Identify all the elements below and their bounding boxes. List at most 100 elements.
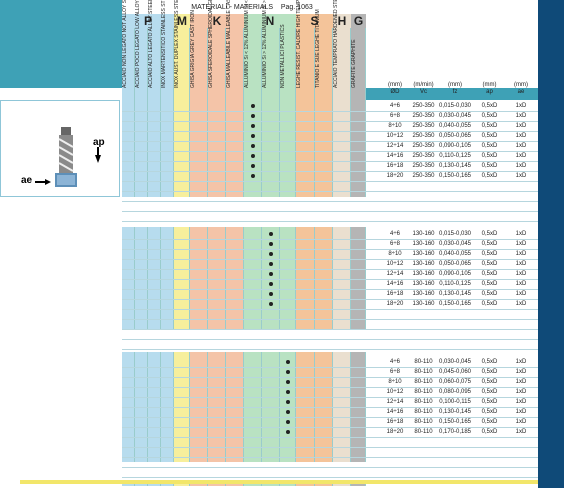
- grid-row-line: [122, 299, 538, 300]
- table-cell: 16÷18: [386, 291, 404, 297]
- table-cell: 0,090-0,105: [438, 271, 472, 277]
- table-cell: 130-160: [412, 231, 435, 237]
- table-cell: 250-350: [412, 163, 435, 169]
- suitable-material-dot: [269, 282, 273, 286]
- table-cell: 0,030-0,045: [438, 359, 472, 365]
- table-cell: 1xD: [515, 103, 527, 109]
- table-cell: 12÷14: [386, 143, 404, 149]
- table-cell: 12÷14: [386, 399, 404, 405]
- table-cell: 0,5xD: [481, 241, 498, 247]
- param-unit: (mm): [448, 82, 462, 88]
- table-cell: 14÷16: [386, 409, 404, 415]
- material-column: [226, 28, 244, 486]
- table-cell: 0,5xD: [481, 419, 498, 425]
- table-cell: 250-350: [412, 133, 435, 139]
- table-cell: 1xD: [515, 123, 527, 129]
- material-column-label: ACCIAIO TEMPRATO HARDENED STEEL: [333, 0, 339, 88]
- table-row: 6÷8 250-350 0,030-0,045 0,5xD 1xD: [0, 111, 538, 121]
- table-cell: 1xD: [515, 261, 527, 267]
- material-group-p: P: [122, 14, 174, 28]
- table-cell: 6÷8: [390, 113, 400, 119]
- table-cell: 0,5xD: [481, 359, 498, 365]
- material-column: [190, 28, 208, 486]
- material-column-label: GRAFITE GRAPHITE: [351, 39, 357, 88]
- table-cell: 1xD: [515, 133, 527, 139]
- table-cell: 1xD: [515, 419, 527, 425]
- table-cell: 4÷6: [390, 359, 400, 365]
- table-cell: 0,170-0,185: [438, 429, 472, 435]
- ap-label: ap: [93, 137, 105, 148]
- table-cell: 1xD: [515, 291, 527, 297]
- table-cell: 80-110: [414, 389, 433, 395]
- suitable-material-dot: [269, 232, 273, 236]
- table-cell: 10÷12: [386, 389, 404, 395]
- table-cell: 0,5xD: [481, 113, 498, 119]
- table-cell: 80-110: [414, 399, 433, 405]
- param-header: (mm) ap: [473, 82, 506, 96]
- table-cell: 80-110: [414, 419, 433, 425]
- table-cell: 250-350: [412, 173, 435, 179]
- grid-row-line: [122, 309, 538, 310]
- table-row: 4÷6 130-160 0,015-0,030 0,5xD 1xD: [0, 229, 538, 239]
- table-cell: 1xD: [515, 281, 527, 287]
- param-header: (mm) fz: [437, 82, 473, 96]
- table-cell: 10÷12: [386, 133, 404, 139]
- materials-title: MATERIALI - MATERIALS: [191, 4, 274, 11]
- material-column-label: INOX AUST. DUPLEX STAINLESS STEEL AUST.: [174, 0, 180, 88]
- table-cell: 1xD: [515, 359, 527, 365]
- material-column-label: ACCIAIO POCO LEGATO LOW ALLOY STEEL: [135, 0, 141, 88]
- param-unit: (m/min): [413, 82, 434, 88]
- table-cell: 1xD: [515, 271, 527, 277]
- table-cell: 18÷20: [386, 301, 404, 307]
- section-gap: [122, 330, 538, 352]
- table-cell: 1xD: [515, 399, 527, 405]
- table-row: 12÷14 80-110 0,100-0,115 0,5xD 1xD: [0, 397, 538, 407]
- table-row: 12÷14 250-350 0,090-0,105 0,5xD 1xD: [0, 141, 538, 151]
- table-cell: 0,5xD: [481, 281, 498, 287]
- material-group-g: G: [351, 14, 366, 28]
- table-cell: 0,5xD: [481, 251, 498, 257]
- table-cell: 250-350: [412, 113, 435, 119]
- table-cell: 1xD: [515, 113, 527, 119]
- table-cell: 0,080-0,095: [438, 389, 472, 395]
- material-column: [333, 28, 351, 486]
- table-row: 8÷10 80-110 0,060-0,075 0,5xD 1xD: [0, 377, 538, 387]
- table-cell: 8÷10: [388, 379, 402, 385]
- table-cell: 4÷6: [390, 231, 400, 237]
- table-cell: 0,015-0,030: [438, 231, 472, 237]
- grid-row-line: [122, 339, 538, 340]
- table-cell: 1xD: [515, 429, 527, 435]
- grid-row-line: [122, 121, 538, 122]
- application-label: Applicazione - Application: [4, 90, 96, 99]
- material-column: [161, 28, 174, 486]
- table-row: 16÷18 80-110 0,150-0,165 0,5xD 1xD: [0, 417, 538, 427]
- material-group-s: S: [296, 14, 333, 28]
- grid-row-line: [122, 289, 538, 290]
- table-cell: 0,050-0,065: [438, 261, 472, 267]
- param-name: Vc: [419, 89, 427, 95]
- grid-row-line: [122, 201, 538, 202]
- table-cell: 0,5xD: [481, 429, 498, 435]
- param-name: ae: [517, 89, 525, 95]
- param-header: (mm) ØD: [385, 82, 405, 96]
- material-column-label: ACCIAIO NON LEGATO NOT ALLOY STEEL: [122, 0, 128, 88]
- table-cell: 0,5xD: [481, 261, 498, 267]
- material-group-m: M: [174, 14, 190, 28]
- table-row: 8÷10 130-160 0,040-0,055 0,5xD 1xD: [0, 249, 538, 259]
- table-cell: 0,150-0,165: [438, 301, 472, 307]
- table-cell: 0,5xD: [481, 389, 498, 395]
- table-row: 18÷20 80-110 0,170-0,185 0,5xD 1xD: [0, 427, 538, 437]
- table-row: 18÷20 250-350 0,150-0,165 0,5xD 1xD: [0, 171, 538, 181]
- table-cell: 1xD: [515, 389, 527, 395]
- material-group-n: N: [244, 14, 296, 28]
- material-column-label: ACCIAIO ALTO LEGATO ALLOY STEEL: [148, 0, 154, 88]
- table-cell: 0,5xD: [481, 123, 498, 129]
- material-column-label: INOX MARTENSITICO STAINLESS STEEL MART.: [161, 0, 167, 88]
- param-unit: (mm): [514, 82, 528, 88]
- material-column: [208, 28, 226, 486]
- material-column-label: TITANIO E SUE LEGHE TITANIUM: [315, 9, 321, 88]
- table-cell: 0,090-0,105: [438, 143, 472, 149]
- grid-row-line: [122, 111, 538, 112]
- grid-row-line: [122, 269, 538, 270]
- milling-cutter-icon: [35, 127, 101, 187]
